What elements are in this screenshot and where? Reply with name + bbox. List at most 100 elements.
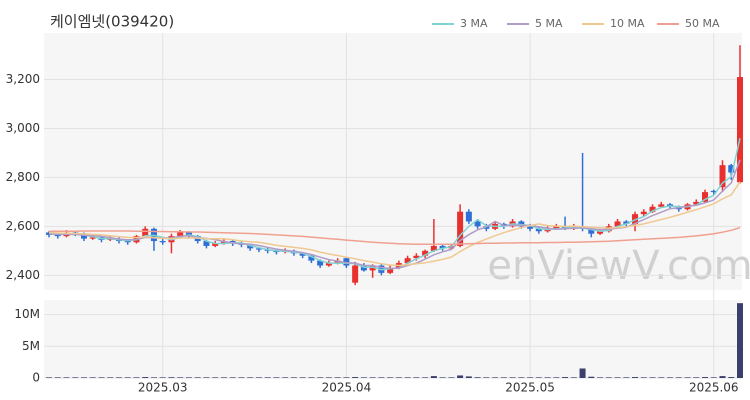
- volume-bar: [562, 377, 569, 378]
- volume-bar: [150, 377, 157, 378]
- candle-body: [308, 255, 315, 261]
- volume-bar: [728, 377, 735, 378]
- candle-body: [693, 201, 700, 205]
- candle-body: [430, 245, 437, 251]
- volume-bar: [719, 376, 726, 378]
- volume-bar: [334, 377, 341, 378]
- volume-bar: [80, 377, 87, 378]
- watermark: enViewV.com: [487, 243, 750, 289]
- candle-body: [597, 231, 604, 234]
- volume-bar: [535, 377, 542, 378]
- candle-body: [439, 245, 446, 249]
- volume-bar: [588, 376, 595, 378]
- ma-line: [48, 181, 741, 267]
- volume-bar: [325, 377, 332, 378]
- volume-bar: [229, 377, 236, 378]
- marks: 2,400 2,600 2,800 3,000 3,200 0 5M 10M 2025.03 20…: [6, 17, 744, 395]
- volume-bar: [492, 377, 499, 378]
- x-tick-label: 2025.05: [505, 381, 555, 395]
- volume-bar: [177, 377, 184, 378]
- y-tick-label: 2,400: [6, 268, 40, 282]
- volume-bar: [527, 377, 534, 378]
- y-tick-label: 2,600: [6, 219, 40, 233]
- volume-bar: [702, 377, 709, 378]
- x-tick-label: 2025.04: [322, 381, 372, 395]
- volume-bar: [352, 377, 359, 378]
- candle-body: [737, 77, 744, 183]
- volume-bar: [395, 377, 402, 378]
- volume-bar: [457, 375, 464, 378]
- candle-body: [360, 265, 367, 271]
- candle-body: [352, 265, 359, 283]
- candle-body: [404, 258, 411, 264]
- candle-body: [457, 211, 464, 246]
- legend-label: 10 MA: [610, 17, 645, 30]
- volume-bar: [203, 377, 210, 378]
- volume-bar: [194, 377, 201, 378]
- volume-bar: [308, 377, 315, 378]
- chart-title: 케이엠넷(039420): [50, 13, 174, 31]
- volume-bar: [632, 377, 639, 378]
- volume-bar: [387, 377, 394, 378]
- volume-bar: [360, 377, 367, 378]
- candle-body: [553, 226, 560, 229]
- volume-bar: [343, 377, 350, 378]
- volume-bar: [509, 377, 516, 378]
- volume-bar: [544, 377, 551, 378]
- candle-body: [640, 211, 647, 215]
- candle-body: [588, 228, 595, 234]
- volume-bar: [500, 377, 507, 378]
- volume-bar: [439, 377, 446, 378]
- candle-body: [89, 237, 96, 239]
- candle-body: [177, 232, 184, 237]
- volume-bar: [623, 377, 630, 378]
- volume-bar: [46, 377, 52, 378]
- candle-body: [702, 192, 709, 202]
- volume-bar: [597, 377, 604, 378]
- volume-plot: [44, 300, 742, 378]
- candle-body: [220, 241, 227, 244]
- volume-bar: [640, 377, 647, 378]
- y-tick-label: 0: [32, 371, 40, 385]
- candle-body: [212, 243, 219, 246]
- candle-body: [159, 241, 166, 243]
- volume-bar: [247, 377, 254, 378]
- volume-bar: [264, 377, 271, 378]
- x-tick-label: 2025.06: [689, 381, 739, 395]
- volume-bar: [448, 377, 455, 378]
- candle-body: [649, 206, 656, 212]
- candle-body: [535, 228, 542, 232]
- legend-label: 3 MA: [460, 17, 488, 30]
- candle-body: [387, 267, 394, 273]
- volume-bar: [483, 377, 490, 378]
- volume-bar: [89, 377, 96, 378]
- volume-bar: [159, 377, 166, 378]
- y-tick-label: 10M: [14, 307, 40, 321]
- volume-bar: [474, 377, 481, 378]
- y-tick-label: 5M: [22, 339, 40, 353]
- volume-bar: [220, 377, 227, 378]
- volume-bar: [737, 303, 744, 378]
- volume-bar: [553, 377, 560, 378]
- volume-bar: [282, 377, 289, 378]
- volume-bar: [430, 376, 437, 378]
- candle-body: [54, 234, 61, 237]
- candle-body: [422, 250, 429, 256]
- candle-body: [465, 211, 472, 222]
- candle-body: [255, 248, 262, 250]
- volume-bar: [579, 368, 586, 378]
- volume-bar: [168, 377, 175, 378]
- volume-bar: [185, 377, 192, 378]
- volume-bar: [299, 377, 306, 378]
- volume-bar: [570, 377, 577, 378]
- volume-bar: [98, 377, 105, 378]
- volume-bar: [413, 377, 420, 378]
- legend-label: 50 MA: [685, 17, 720, 30]
- volume-bar: [675, 377, 682, 378]
- candle-body: [142, 228, 149, 237]
- candle-body: [474, 221, 481, 227]
- price-plot: [44, 33, 742, 290]
- volume-bar: [124, 377, 131, 378]
- volume-bar: [317, 377, 324, 378]
